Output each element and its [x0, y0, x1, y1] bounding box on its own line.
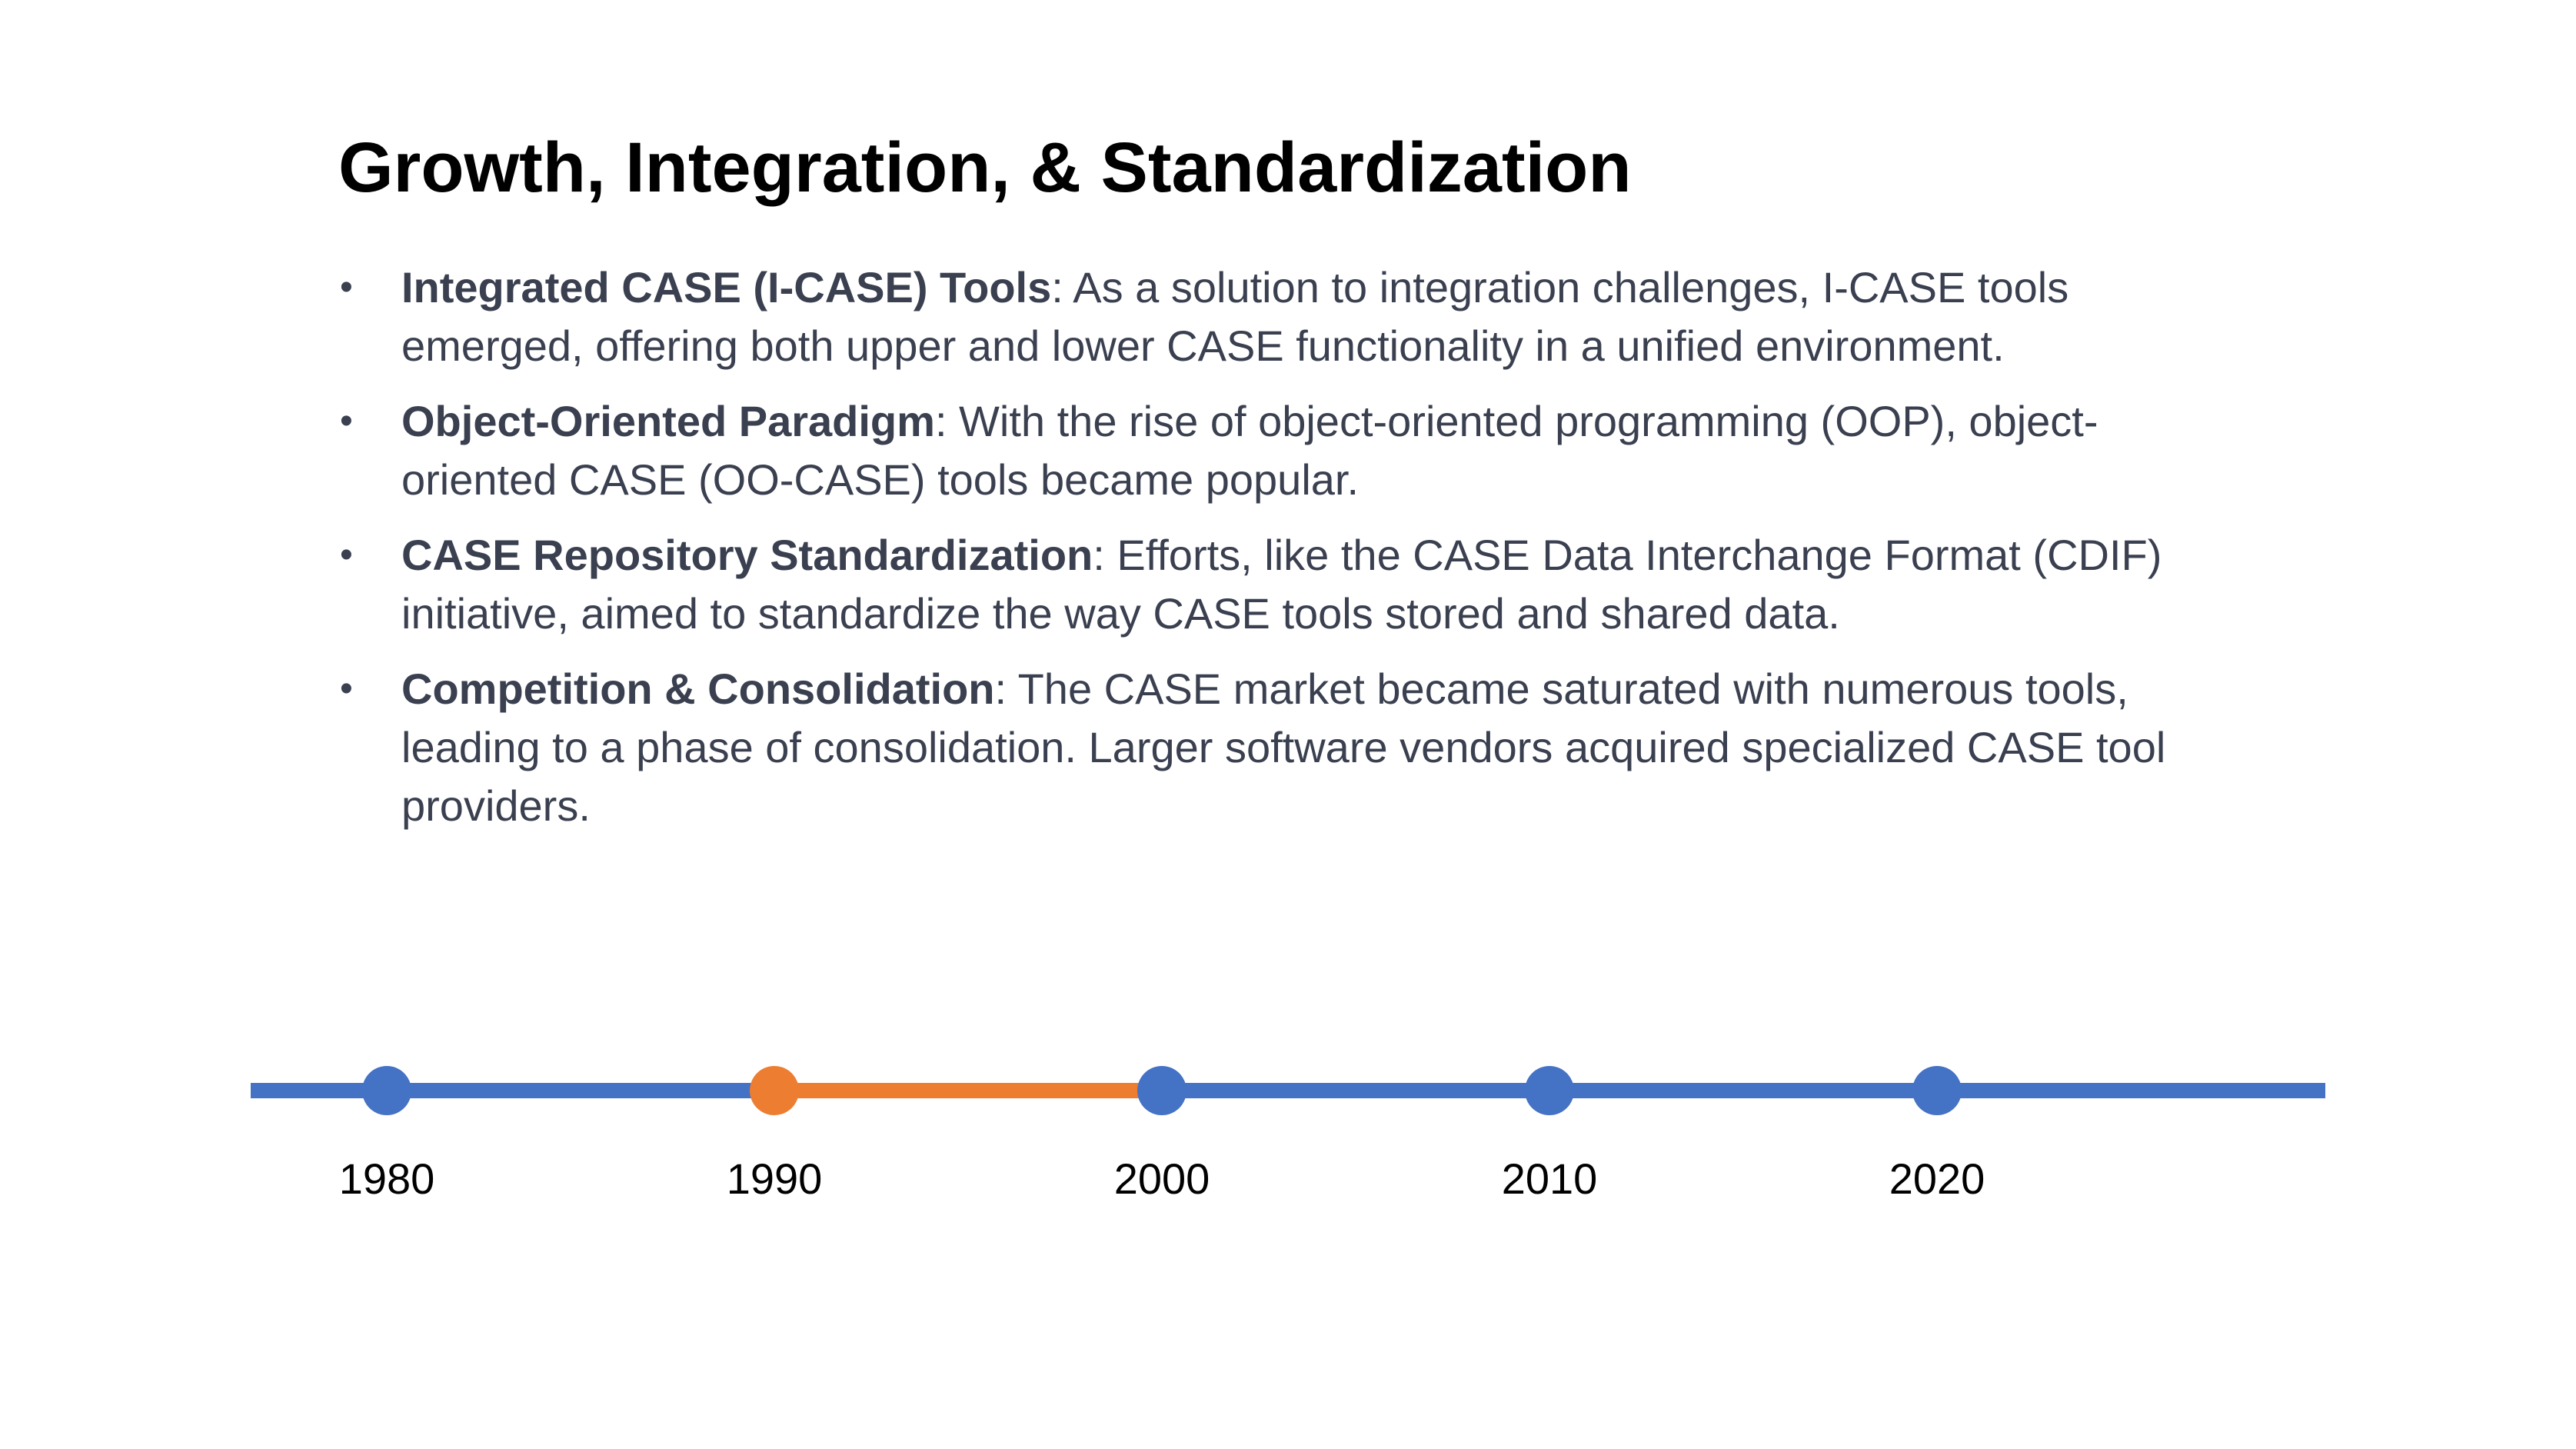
- bullet-dot-icon: •: [340, 267, 353, 308]
- timeline-year-label: 1980: [338, 1154, 435, 1203]
- bullet-item-competition: • Competition & Consolidation: The CASE …: [338, 660, 2199, 835]
- timeline-year-label: 2010: [1501, 1154, 1598, 1203]
- timeline-marker-2010: [1525, 1066, 1574, 1115]
- bullet-text: : Efforts, like the CASE Data Interchang…: [401, 531, 2162, 638]
- timeline-year-label: 2000: [1113, 1154, 1210, 1203]
- bullet-text: : With the rise of object-oriented progr…: [401, 397, 2098, 504]
- timeline-year-label: 1990: [726, 1154, 823, 1203]
- timeline-marker-1980: [362, 1066, 411, 1115]
- timeline-graphic: [251, 1066, 2325, 1115]
- timeline-marker-1990: [750, 1066, 799, 1115]
- bullet-dot-icon: •: [340, 668, 353, 709]
- bullet-text: : As a solution to integration challenge…: [401, 263, 2069, 370]
- timeline: 1980 1990 2000 2010 2020: [0, 1023, 2576, 1223]
- bullet-item-oop: • Object-Oriented Paradigm: With the ris…: [338, 392, 2199, 509]
- slide-title: Growth, Integration, & Standardization: [338, 128, 1632, 207]
- bullet-term: CASE Repository Standardization: [401, 531, 1093, 579]
- bullet-text: : The CASE market became saturated with …: [401, 665, 2166, 830]
- timeline-year-label: 2020: [1889, 1154, 1985, 1203]
- timeline-marker-2020: [1912, 1066, 1962, 1115]
- bullet-dot-icon: •: [340, 535, 353, 575]
- bullet-item-icase: • Integrated CASE (I-CASE) Tools: As a s…: [338, 258, 2199, 375]
- bullet-dot-icon: •: [340, 401, 353, 441]
- bullet-list: • Integrated CASE (I-CASE) Tools: As a s…: [338, 258, 2199, 852]
- bullet-term: Integrated CASE (I-CASE) Tools: [401, 263, 1052, 311]
- bullet-item-repository: • CASE Repository Standardization: Effor…: [338, 526, 2199, 643]
- bullet-term: Object-Oriented Paradigm: [401, 397, 935, 445]
- timeline-marker-2000: [1137, 1066, 1186, 1115]
- bullet-term: Competition & Consolidation: [401, 665, 995, 713]
